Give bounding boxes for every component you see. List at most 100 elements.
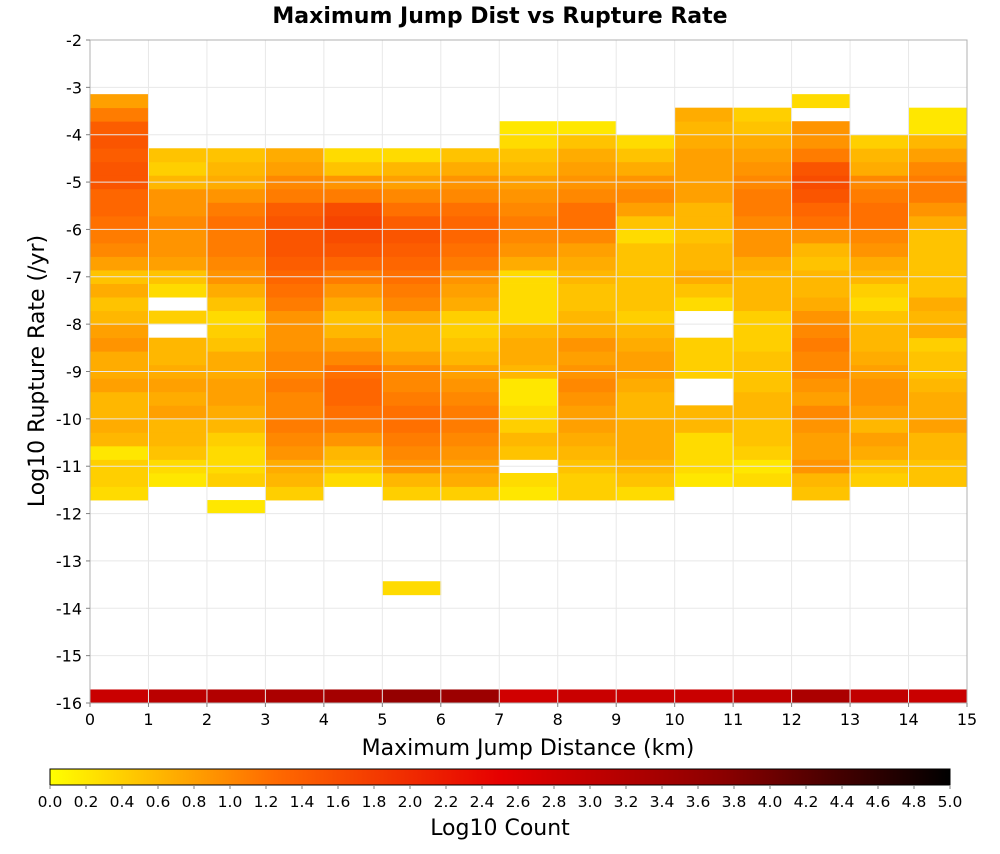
heatmap-cell xyxy=(557,229,617,244)
y-tick-label: -8 xyxy=(66,315,82,334)
colorbar-tick-label: 3.0 xyxy=(578,793,603,811)
heatmap-cell xyxy=(265,283,325,298)
colorbar-tick-label: 0.2 xyxy=(74,793,99,811)
colorbar-tick-label: 1.4 xyxy=(290,793,315,811)
y-tick-label: -16 xyxy=(56,694,82,713)
y-tick-label: -4 xyxy=(66,126,82,145)
heatmap-cell xyxy=(499,256,559,271)
heatmap-cell xyxy=(323,283,383,298)
heatmap-cell xyxy=(265,432,325,447)
heatmap-cell xyxy=(90,107,149,122)
heatmap-cell xyxy=(90,310,149,325)
heatmap-cell xyxy=(908,202,968,217)
heatmap-cell xyxy=(440,378,500,393)
heatmap-cell xyxy=(90,445,149,460)
heatmap-cell xyxy=(323,418,383,433)
colorbar-tick-label: 0.0 xyxy=(38,793,63,811)
colorbar-tick-label: 1.8 xyxy=(362,793,387,811)
heatmap-cell xyxy=(382,486,442,501)
heatmap-cell xyxy=(908,229,968,244)
heatmap-cell xyxy=(499,324,559,339)
heatmap-cell xyxy=(382,297,442,312)
heatmap-cell xyxy=(557,432,617,447)
heatmap-cell xyxy=(733,472,792,487)
heatmap-cell xyxy=(616,418,676,433)
heatmap-cell xyxy=(733,134,792,149)
heatmap-cell xyxy=(265,202,325,217)
heatmap-cell xyxy=(733,310,792,325)
heatmap-cell xyxy=(791,121,851,136)
heatmap-cell xyxy=(265,418,325,433)
heatmap-cell xyxy=(850,689,909,704)
y-tick-label: -7 xyxy=(66,268,82,287)
heatmap-cell xyxy=(733,242,792,257)
x-tick-label: 15 xyxy=(957,710,977,729)
heatmap-cell xyxy=(382,581,442,596)
heatmap-cell xyxy=(733,188,792,203)
heatmap-cell xyxy=(265,337,325,352)
heatmap-cell xyxy=(499,378,559,393)
heatmap-cell xyxy=(616,405,676,420)
heatmap-cell xyxy=(323,378,383,393)
heatmap-cell xyxy=(674,215,734,230)
heatmap-cell xyxy=(440,324,500,339)
heatmap-cell xyxy=(206,188,266,203)
heatmap-cell xyxy=(90,283,149,298)
heatmap-cell xyxy=(90,121,149,136)
heatmap-cell xyxy=(382,432,442,447)
heatmap-cell xyxy=(557,121,617,136)
x-tick-label: 6 xyxy=(436,710,446,729)
heatmap-cell xyxy=(616,161,676,176)
heatmap-cell xyxy=(206,324,266,339)
heatmap-cell xyxy=(148,689,208,704)
heatmap-cell xyxy=(206,215,266,230)
heatmap-cell xyxy=(265,445,325,460)
heatmap-cell xyxy=(206,148,266,163)
heatmap-cell xyxy=(382,256,442,271)
heatmap-cell xyxy=(90,161,149,176)
heatmap-cell xyxy=(382,310,442,325)
heatmap-cell xyxy=(499,202,559,217)
heatmap-cell xyxy=(616,242,676,257)
x-axis-ticks: 0 1 2 3 4 5 6 7 8 9 10 11 12 13 14 15 xyxy=(85,703,977,729)
heatmap-cell xyxy=(557,242,617,257)
heatmap-cell xyxy=(908,148,968,163)
heatmap-cell xyxy=(323,215,383,230)
heatmap-cell xyxy=(323,337,383,352)
heatmap-cell xyxy=(674,148,734,163)
y-tick-label: -11 xyxy=(56,457,82,476)
colorbar xyxy=(49,768,951,786)
heatmap-cell xyxy=(850,351,909,366)
heatmap-cell xyxy=(616,202,676,217)
heatmap-cell xyxy=(850,215,909,230)
heatmap-cell xyxy=(908,188,968,203)
heatmap-cell xyxy=(616,472,676,487)
heatmap-cell xyxy=(733,297,792,312)
heatmap-cell xyxy=(499,351,559,366)
heatmap-cell xyxy=(850,391,909,406)
heatmap-cell xyxy=(148,283,208,298)
heatmap-cell xyxy=(616,256,676,271)
heatmap-cell xyxy=(557,486,617,501)
heatmap-cell xyxy=(557,161,617,176)
heatmap-cell xyxy=(499,283,559,298)
heatmap-cell xyxy=(791,188,851,203)
heatmap-cell xyxy=(440,215,500,230)
heatmap-cell xyxy=(557,188,617,203)
y-tick-label: -14 xyxy=(56,599,82,618)
heatmap-cell xyxy=(674,472,734,487)
heatmap-cell xyxy=(265,405,325,420)
heatmap-cell xyxy=(616,215,676,230)
heatmap-cell xyxy=(850,297,909,312)
heatmap-cell xyxy=(206,337,266,352)
heatmap-cell xyxy=(206,391,266,406)
heatmap-cell xyxy=(791,229,851,244)
heatmap-cell xyxy=(323,472,383,487)
heatmap-cell xyxy=(557,689,617,704)
heatmap-cell xyxy=(499,486,559,501)
heatmap-cell xyxy=(382,351,442,366)
heatmap-cell xyxy=(323,432,383,447)
y-tick-label: -13 xyxy=(56,552,82,571)
heatmap-cell xyxy=(791,351,851,366)
